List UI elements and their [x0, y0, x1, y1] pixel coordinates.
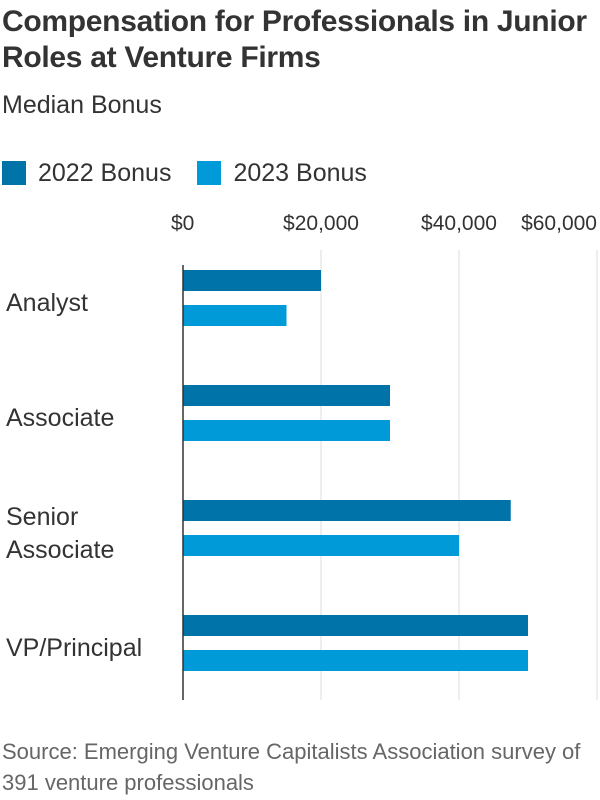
category-label: Associate	[6, 536, 114, 564]
bar	[183, 615, 528, 636]
bar	[183, 500, 511, 521]
x-tick-label: $0	[171, 212, 194, 235]
category-label: Associate	[6, 404, 114, 432]
legend-label-2023: 2023 Bonus	[233, 158, 367, 187]
x-tick-label: $20,000	[283, 212, 359, 235]
legend-swatch-2023	[197, 161, 222, 185]
bar-chart: $0 $20,000 $40,000 $60,000 Analyst Associate S…	[6, 212, 598, 700]
bar	[183, 385, 390, 406]
bar	[183, 305, 287, 326]
chart-title: Compensation for Professionals in Junior…	[2, 5, 587, 74]
bar	[183, 270, 321, 291]
bar	[183, 535, 459, 556]
bar	[183, 650, 528, 671]
source-note: Source: Emerging Venture Capitalists Ass…	[2, 739, 581, 795]
x-tick-label: $60,000	[521, 212, 597, 235]
category-label: Analyst	[6, 289, 88, 317]
bar	[183, 420, 390, 441]
chart-subtitle: Median Bonus	[2, 91, 162, 119]
legend: 2022 Bonus 2023 Bonus	[2, 156, 393, 190]
category-label: Senior	[6, 503, 78, 531]
legend-label-2022: 2022 Bonus	[38, 158, 172, 187]
x-tick-label: $40,000	[421, 212, 497, 235]
category-label: VP/Principal	[6, 634, 142, 662]
legend-item-2022: 2022 Bonus	[2, 159, 171, 188]
legend-swatch-2022	[2, 161, 26, 185]
legend-item-2023: 2023 Bonus	[197, 158, 367, 188]
